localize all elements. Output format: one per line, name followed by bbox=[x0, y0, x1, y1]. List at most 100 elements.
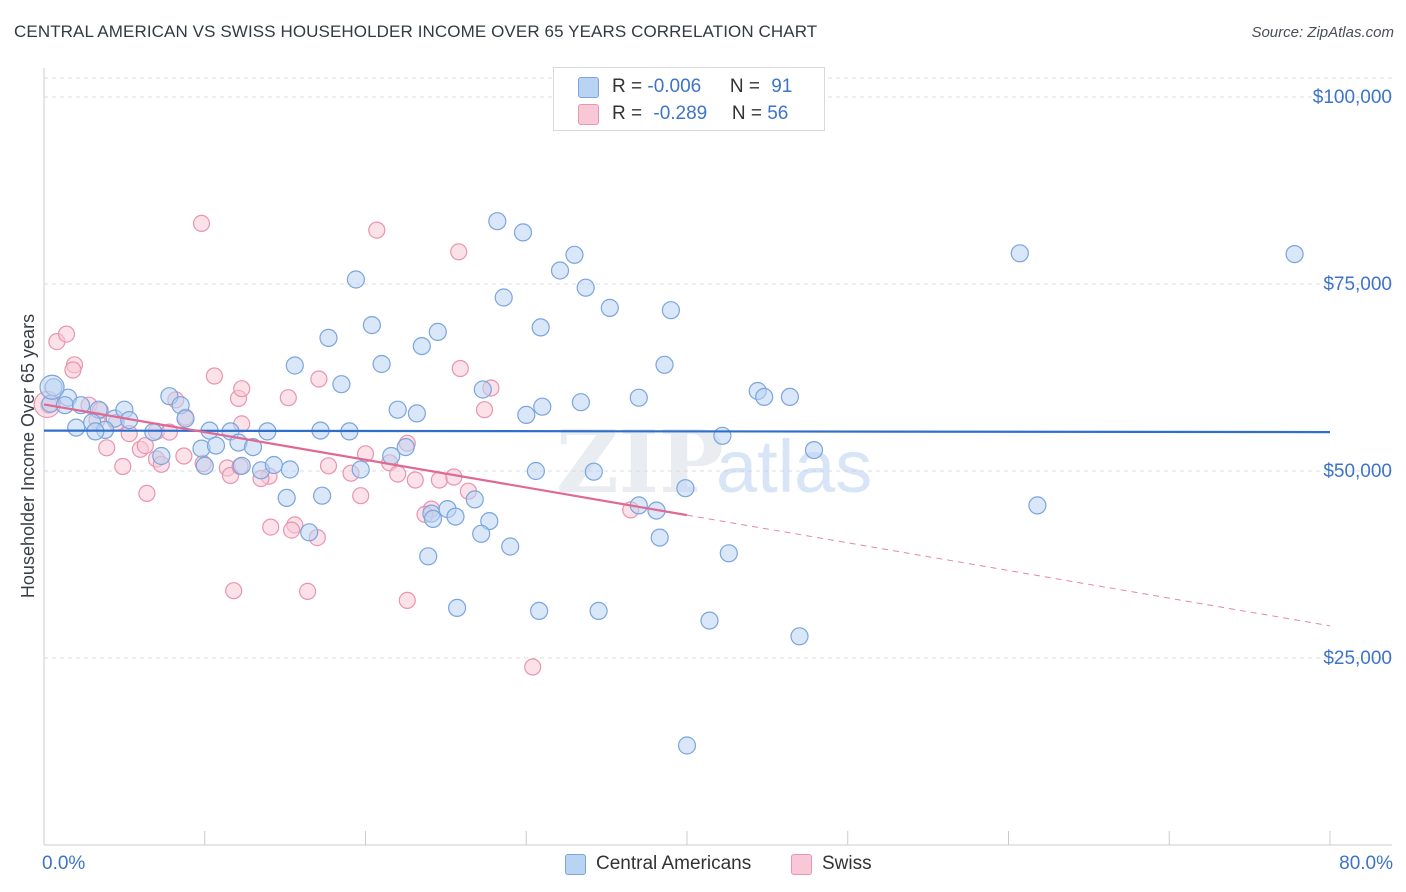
central-american-point bbox=[531, 318, 550, 337]
y-tick-label: $75,000 bbox=[1323, 274, 1392, 295]
central-american-point bbox=[584, 462, 603, 481]
central-american-point bbox=[713, 426, 732, 445]
legend-n-label: N = bbox=[729, 76, 766, 97]
legend-r-label: R = bbox=[612, 76, 648, 97]
swiss-point bbox=[406, 471, 424, 489]
legend-swatch-pink bbox=[578, 104, 599, 125]
legend-swatch-pink bbox=[791, 854, 812, 875]
central-american-point bbox=[388, 400, 407, 419]
central-american-point bbox=[243, 438, 263, 457]
swiss-point bbox=[450, 243, 468, 261]
central-american-point bbox=[67, 418, 86, 437]
central-american-point bbox=[264, 455, 283, 475]
central-american-point bbox=[488, 212, 507, 231]
y-tick-label: $100,000 bbox=[1313, 87, 1392, 108]
central-american-point bbox=[529, 601, 549, 621]
swiss-point bbox=[451, 359, 469, 378]
legend-n-label: N = bbox=[731, 103, 768, 124]
swiss-point bbox=[310, 370, 328, 388]
central-american-point bbox=[755, 387, 774, 406]
legend-r-value: -0.006 bbox=[647, 76, 702, 97]
central-american-point bbox=[1285, 245, 1304, 264]
central-american-point bbox=[319, 328, 338, 347]
series-legend: Central Americans Swiss bbox=[0, 853, 1406, 877]
watermark-zip: ZIP bbox=[556, 412, 724, 513]
central-american-point bbox=[472, 524, 491, 543]
watermark-atlas: atlas bbox=[716, 425, 872, 508]
legend-label-swiss: Swiss bbox=[822, 853, 872, 874]
central-american-point bbox=[661, 301, 681, 320]
swiss-point bbox=[319, 457, 338, 475]
central-american-point bbox=[677, 736, 697, 755]
trend-lines bbox=[43, 403, 1331, 627]
central-american-point bbox=[480, 511, 499, 531]
central-american-point bbox=[629, 388, 648, 407]
central-american-point bbox=[576, 278, 595, 297]
swiss-point bbox=[136, 437, 154, 455]
legend-r-value: -0.289 bbox=[653, 103, 708, 124]
central-american-point bbox=[206, 436, 226, 455]
swiss-point bbox=[233, 380, 251, 398]
source-label: Source: ZipAtlas.com bbox=[1251, 24, 1394, 41]
central-american-point bbox=[501, 537, 520, 556]
swiss-point bbox=[138, 484, 156, 502]
swiss-point bbox=[283, 521, 301, 539]
legend-r-label: R = bbox=[612, 103, 648, 124]
central-american-point bbox=[650, 528, 669, 547]
grid-layer bbox=[44, 77, 1392, 659]
swiss-point bbox=[64, 361, 82, 379]
swiss-point bbox=[175, 447, 193, 465]
legend-swatch-blue bbox=[578, 77, 599, 98]
central-american-point bbox=[571, 393, 591, 412]
swiss-point bbox=[389, 465, 407, 483]
swiss-point bbox=[279, 389, 297, 407]
central-american-point bbox=[285, 356, 304, 375]
central-american-point bbox=[152, 446, 171, 466]
legend-label-central-americans: Central Americans bbox=[596, 853, 752, 874]
central-american-point bbox=[346, 270, 365, 289]
swiss-trend-line-extension bbox=[686, 514, 1331, 627]
central-american-point bbox=[412, 337, 431, 356]
swiss-point bbox=[368, 221, 386, 239]
chart-title: CENTRAL AMERICAN VS SWISS HOUSEHOLDER IN… bbox=[14, 22, 818, 41]
swiss-point bbox=[205, 367, 223, 385]
correlation-legend: R = -0.006 N = 91 R = -0.289 N = 56 bbox=[553, 67, 825, 131]
swiss-point bbox=[524, 658, 542, 676]
swiss-point bbox=[114, 457, 132, 476]
y-axis-title: Householder Income Over 65 years bbox=[18, 314, 38, 598]
central-american-point bbox=[676, 479, 695, 498]
central-american-point bbox=[144, 423, 163, 442]
axis-layer: $25,000 $50,000 $75,000 $100,000 0.0% 80.0% bbox=[42, 68, 1393, 874]
central-american-point bbox=[428, 322, 447, 341]
central-american-point bbox=[396, 438, 415, 457]
central-american-point bbox=[313, 486, 332, 505]
central-american-point bbox=[513, 223, 533, 242]
x-tick-label-min: 0.0% bbox=[42, 853, 85, 874]
x-tick-label-max: 80.0% bbox=[1339, 853, 1393, 874]
central-american-point bbox=[332, 375, 351, 394]
central-american-point bbox=[176, 409, 195, 428]
swiss-point bbox=[352, 487, 370, 505]
legend-n-value: 56 bbox=[767, 103, 789, 124]
swiss-point bbox=[225, 582, 243, 600]
central-american-point bbox=[419, 547, 438, 566]
central-american-point bbox=[1028, 496, 1047, 515]
y-tick-label: $50,000 bbox=[1323, 461, 1392, 482]
central-american-point bbox=[55, 396, 75, 415]
central-american-point bbox=[533, 397, 552, 416]
legend-swatch-blue bbox=[565, 854, 586, 875]
central-american-point bbox=[494, 288, 513, 307]
central-american-point bbox=[448, 598, 467, 618]
swiss-trend-line bbox=[43, 403, 688, 517]
central-american-point bbox=[277, 488, 296, 507]
central-americans-trend-line bbox=[43, 429, 1331, 434]
central-american-point bbox=[351, 460, 370, 479]
central-american-point bbox=[407, 404, 426, 423]
watermark: ZIP atlas bbox=[556, 412, 872, 513]
swiss-point bbox=[475, 401, 494, 419]
central-american-point bbox=[550, 261, 570, 280]
swiss-point bbox=[262, 518, 280, 536]
central-american-point bbox=[195, 456, 214, 475]
legend-n-value: 91 bbox=[771, 76, 793, 97]
